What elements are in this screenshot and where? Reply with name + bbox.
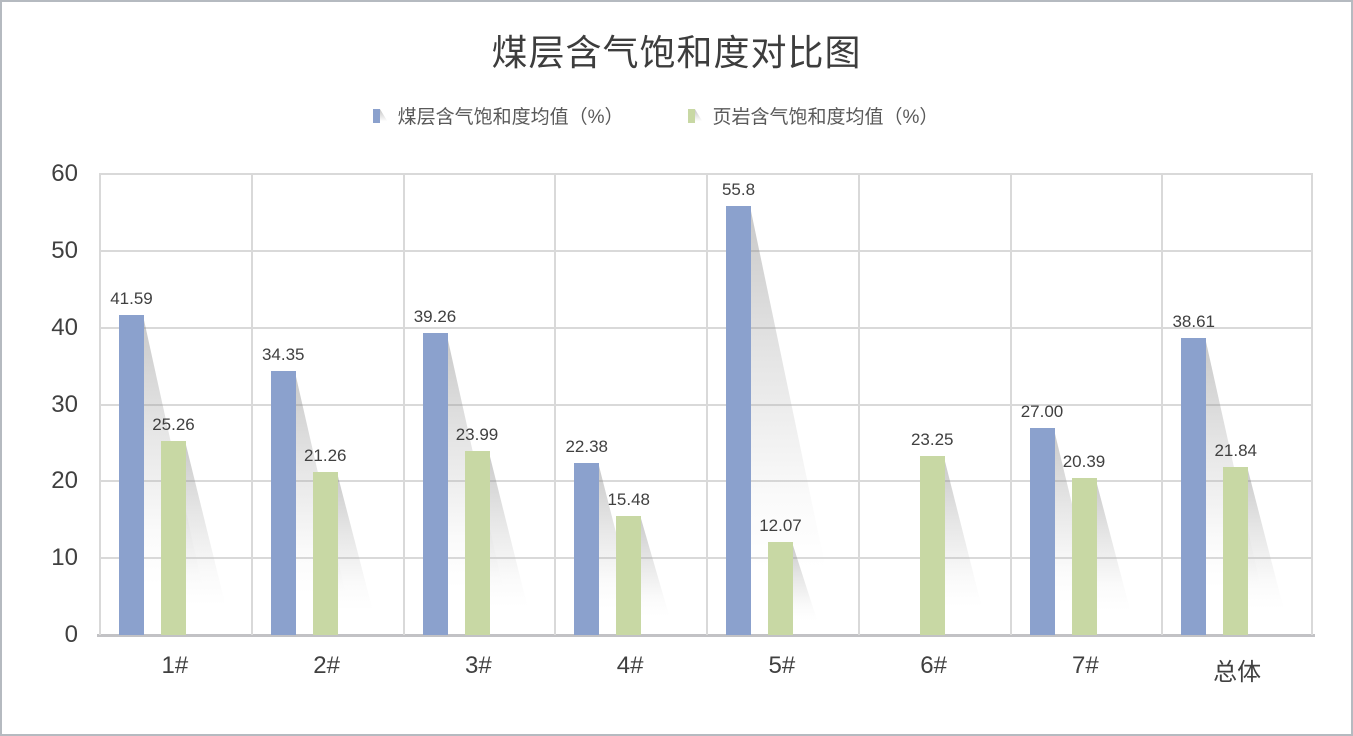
- data-label: 20.39: [1062, 452, 1106, 472]
- data-label: 38.61: [1172, 312, 1216, 332]
- legend-item-shale: 页岩含气饱和度均值（%）: [687, 102, 939, 129]
- shale-marker-bar: [687, 108, 695, 123]
- data-label: 15.48: [607, 490, 651, 510]
- legend-label-coal: 煤层含气饱和度均值（%）: [397, 107, 624, 128]
- data-label: 23.99: [455, 424, 499, 444]
- y-tick-label: 60: [51, 160, 78, 187]
- y-tick-label: 20: [51, 467, 78, 495]
- x-category-label: 7#: [1072, 652, 1099, 679]
- y-tick-label: 50: [51, 236, 78, 264]
- bar-shadow: [488, 450, 530, 617]
- data-label: 21.84: [1214, 441, 1258, 461]
- coal-marker-shadow: [379, 108, 388, 122]
- bar-shadow: [640, 516, 672, 624]
- vertical-gridline: [706, 174, 708, 635]
- legend-item-coal: 煤层含气饱和度均值（%）: [372, 102, 624, 129]
- x-category-label: 6#: [920, 652, 947, 679]
- shale-marker-shadow: [694, 108, 703, 122]
- coal-bar: [1029, 427, 1055, 635]
- vertical-gridline: [1161, 174, 1164, 635]
- x-category-label: 1#: [161, 652, 189, 679]
- bar-shadow: [185, 440, 229, 616]
- x-category-label: 总体: [1213, 659, 1262, 686]
- shale-bar: [464, 450, 490, 635]
- y-tick-label: 10: [51, 544, 78, 572]
- shale-bar: [161, 440, 186, 635]
- vertical-gridline: [857, 174, 860, 635]
- vertical-gridline: [1311, 174, 1313, 635]
- y-tick-label: 40: [51, 313, 78, 341]
- bar-shadow: [1247, 467, 1287, 619]
- x-category-label: 4#: [616, 652, 644, 679]
- coal-bar: [270, 371, 296, 635]
- coal-series-marker-icon: [372, 108, 389, 124]
- coal-bar: [574, 463, 600, 635]
- vertical-gridline: [1009, 174, 1012, 635]
- shale-series-marker-icon: [687, 108, 704, 124]
- vertical-gridline: [402, 174, 405, 635]
- x-category-label: 5#: [768, 652, 796, 679]
- shale-bar: [312, 471, 338, 635]
- x-category-label: 2#: [313, 652, 340, 679]
- coal-bar: [1181, 338, 1207, 635]
- data-label: 21.26: [303, 445, 347, 465]
- coal-bar: [422, 333, 448, 635]
- data-label: 25.26: [152, 414, 195, 434]
- coal-bar: [119, 315, 144, 635]
- data-label: 12.07: [759, 516, 802, 536]
- y-tick-label: 0: [64, 621, 78, 648]
- shale-bar: [919, 456, 945, 635]
- data-label: 27.00: [1020, 401, 1064, 421]
- shale-bar: [616, 516, 642, 635]
- data-label: 55.8: [721, 180, 756, 200]
- shale-bar: [1223, 467, 1249, 635]
- coal-marker-bar: [372, 108, 380, 123]
- plot-area: 41.59 34.35 39.26 22.38 55.8 27.00 38.61 25.26 2…: [97, 173, 1315, 637]
- x-category-label: 3#: [465, 652, 492, 679]
- vertical-gridline: [250, 174, 253, 635]
- data-label: 22.38: [565, 437, 609, 457]
- legend-label-shale: 页岩含气饱和度均值（%）: [712, 107, 939, 128]
- data-label: 41.59: [110, 289, 153, 309]
- data-label: 39.26: [413, 307, 457, 327]
- bar-shadow: [1095, 478, 1133, 620]
- vertical-gridline: [99, 174, 101, 635]
- bar-shadow: [336, 471, 375, 619]
- coal-bar: [726, 206, 751, 635]
- y-tick-label: 30: [51, 390, 78, 418]
- chart-title: 煤层含气饱和度对比图: [491, 32, 862, 73]
- shale-bar: [1071, 478, 1097, 635]
- data-label: 34.35: [261, 345, 305, 365]
- x-axis-line: [97, 634, 1315, 637]
- legend: 煤层含气饱和度均值（%） 页岩含气饱和度均值（%）: [2, 102, 1330, 129]
- data-label: 23.25: [910, 430, 954, 450]
- shale-bar: [768, 542, 793, 635]
- vertical-gridline: [554, 174, 557, 635]
